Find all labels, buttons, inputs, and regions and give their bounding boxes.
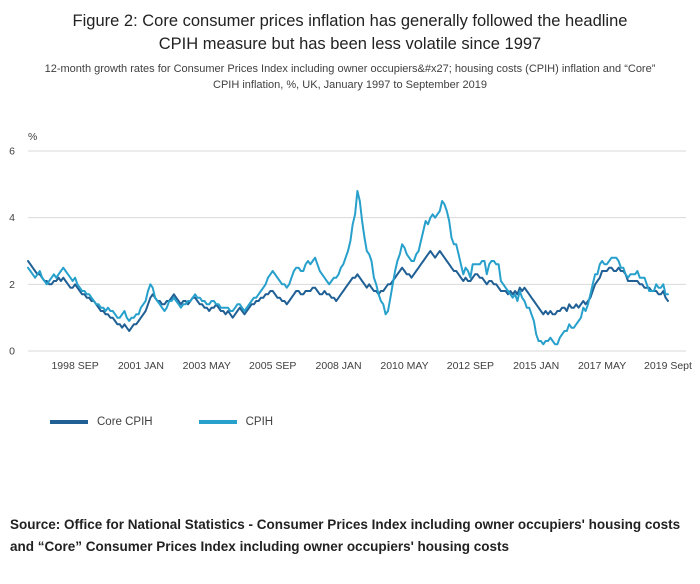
line-chart: 0 2 4 6% 1998 SEP 2001 JAN 2003 MAY 2005 SEP 200… bbox=[9, 131, 692, 372]
y-tick-label: 0 bbox=[9, 345, 15, 357]
x-tick-label: 1998 SEP bbox=[51, 360, 98, 372]
y-tick-label: 4 bbox=[9, 212, 15, 224]
legend-swatch bbox=[198, 419, 237, 424]
figure-subtitle: 12-month growth rates for Consumer Price… bbox=[44, 63, 656, 91]
x-tick-label: 2019 Sept bbox=[644, 360, 692, 372]
source-note: Source: Office for National Statistics -… bbox=[10, 516, 681, 554]
legend-label: CPIH bbox=[245, 415, 274, 428]
x-tick-label: 2017 MAY bbox=[578, 360, 626, 372]
legend-item: Core CPIH bbox=[50, 416, 153, 428]
chart-region: 0 2 4 6% 1998 SEP 2001 JAN 2003 MAY 2005 SEP 200… bbox=[0, 129, 700, 386]
series-line-core-cpih bbox=[27, 249, 669, 332]
x-tick-label: 2003 MAY bbox=[183, 360, 231, 372]
legend: Core CPIH CPIH bbox=[50, 416, 700, 428]
legend-item: CPIH bbox=[198, 415, 274, 428]
y-tick-label: 6 bbox=[9, 145, 15, 157]
figure-title: Figure 2: Core consumer prices inflation… bbox=[72, 12, 628, 54]
x-tick-label: 2005 SEP bbox=[249, 360, 296, 372]
y-axis-unit-label: % bbox=[28, 131, 37, 143]
x-tick-label: 2010 MAY bbox=[380, 360, 428, 372]
x-tick-label: 2012 SEP bbox=[447, 360, 494, 372]
page: Figure 2: Core consumer prices inflation… bbox=[0, 10, 700, 584]
x-tick-label: 2008 JAN bbox=[316, 360, 362, 372]
y-tick-label: 2 bbox=[9, 279, 15, 291]
legend-swatch bbox=[50, 419, 88, 424]
x-tick-label: 2001 JAN bbox=[118, 360, 164, 372]
x-tick-label: 2015 JAN bbox=[513, 360, 559, 372]
legend-label: Core CPIH bbox=[97, 415, 153, 428]
series-line-cpih bbox=[27, 189, 669, 346]
